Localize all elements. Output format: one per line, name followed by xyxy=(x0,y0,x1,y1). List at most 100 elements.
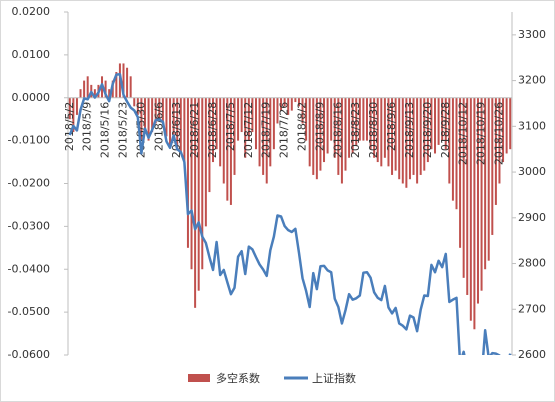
bar xyxy=(416,97,419,184)
bar xyxy=(305,97,308,141)
bar xyxy=(280,97,283,111)
bar xyxy=(459,97,462,248)
bar xyxy=(344,97,347,171)
bar xyxy=(104,80,107,98)
bar xyxy=(129,76,132,98)
y2-tick-label: 2700 xyxy=(518,302,546,315)
y-tick-label: -0.0100 xyxy=(8,134,50,147)
y-tick-label: 0.0100 xyxy=(12,48,51,61)
bar xyxy=(183,97,186,163)
x-tick-label: 2018/8/23 xyxy=(349,102,362,158)
bar xyxy=(423,97,426,171)
bar xyxy=(229,97,232,205)
y2-tick-label: 3200 xyxy=(518,74,546,87)
x-tick-label: 2018/7/5 xyxy=(224,102,237,151)
bar xyxy=(197,97,200,291)
bar xyxy=(79,89,82,98)
bar xyxy=(484,97,487,270)
bar xyxy=(108,89,111,98)
bar xyxy=(430,97,433,150)
x-tick-label: 2018/8/2 xyxy=(296,102,309,151)
bar xyxy=(219,97,222,167)
bar xyxy=(208,97,211,193)
y-tick-label: 0.0200 xyxy=(12,5,51,18)
x-tick-label: 2018/9/20 xyxy=(421,102,434,158)
bar xyxy=(179,97,182,154)
bar xyxy=(215,97,218,150)
y2-tick-label: 3300 xyxy=(518,28,546,41)
bar xyxy=(258,97,261,167)
bar xyxy=(237,97,240,141)
x-tick-label: 2018/6/6 xyxy=(152,102,165,151)
bar xyxy=(290,97,293,111)
bar xyxy=(426,97,429,163)
bar xyxy=(133,97,136,107)
y2-tick-label: 3000 xyxy=(518,165,546,178)
x-tick-label: 2018/7/26 xyxy=(278,102,291,158)
y-tick-label: -0.0600 xyxy=(8,348,50,361)
bar xyxy=(337,97,340,175)
x-tick-label: 2018/8/16 xyxy=(331,102,344,158)
bar xyxy=(115,72,118,98)
x-tick-label: 2018/6/28 xyxy=(206,102,219,158)
bar xyxy=(222,97,225,184)
x-tick-label: 2018/10/26 xyxy=(492,102,505,165)
bar xyxy=(362,97,365,141)
y2-tick-label: 2600 xyxy=(518,348,546,361)
bar xyxy=(254,97,257,150)
bar xyxy=(358,97,361,141)
bar xyxy=(283,97,286,107)
bar xyxy=(373,97,376,158)
bar xyxy=(319,97,322,171)
bar xyxy=(387,97,390,167)
bar xyxy=(126,67,129,98)
bar xyxy=(480,97,483,291)
y2-tick-label: 2800 xyxy=(518,257,546,270)
bar xyxy=(444,97,447,150)
bar xyxy=(473,97,476,330)
x-tick-label: 2018/9/6 xyxy=(385,102,398,151)
bar xyxy=(355,97,358,145)
bar xyxy=(172,97,175,137)
bar xyxy=(169,97,172,145)
bar xyxy=(140,97,143,141)
bar xyxy=(86,76,89,98)
bar xyxy=(441,97,444,141)
x-tick-label: 2018/7/12 xyxy=(242,102,255,158)
y2-tick-label: 2900 xyxy=(518,211,546,224)
x-tick-label: 2018/9/13 xyxy=(403,102,416,158)
bar xyxy=(190,97,193,270)
bar xyxy=(401,97,404,184)
y-tick-label: -0.0300 xyxy=(8,219,50,232)
bar xyxy=(212,97,215,163)
bar xyxy=(72,97,75,133)
bar xyxy=(448,97,451,184)
bar xyxy=(351,97,354,154)
bar xyxy=(272,97,275,150)
bar xyxy=(419,97,422,175)
bar xyxy=(315,97,318,180)
bar xyxy=(161,97,164,124)
bar xyxy=(330,97,333,141)
x-tick-label: 2018/5/2 xyxy=(63,102,76,151)
bar xyxy=(333,97,336,158)
bar xyxy=(75,97,78,115)
bar xyxy=(369,97,372,150)
bar xyxy=(376,97,379,163)
bar xyxy=(494,97,497,205)
y-tick-label: -0.0500 xyxy=(8,305,50,318)
bar xyxy=(143,97,146,133)
bar xyxy=(240,97,243,133)
line-group xyxy=(68,72,512,355)
bar xyxy=(251,97,254,133)
legend-label: 上证指数 xyxy=(312,371,356,385)
x-tick-label: 2018/9/28 xyxy=(439,102,452,158)
x-tick-label: 2018/5/23 xyxy=(117,102,130,158)
bar xyxy=(226,97,229,201)
bar xyxy=(276,97,279,124)
bar xyxy=(136,97,139,115)
legend-label: 多空系数 xyxy=(216,371,260,385)
bar xyxy=(462,97,465,278)
